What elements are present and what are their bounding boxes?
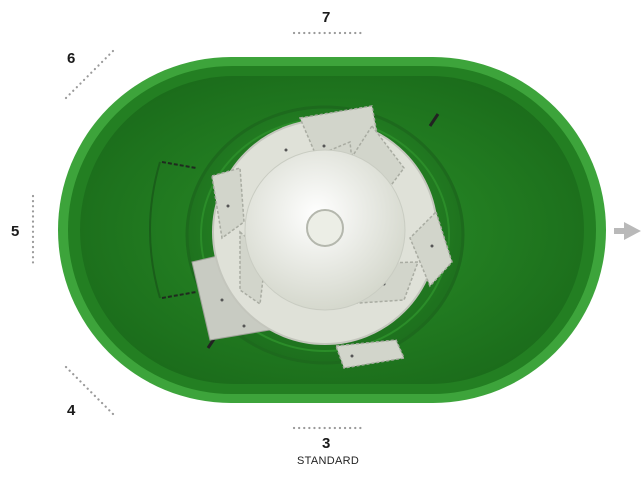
position-label-3: 3 <box>322 435 331 452</box>
position-label-5: 5 <box>11 223 20 240</box>
indicator-4 <box>64 365 117 418</box>
impeller-shaft <box>306 209 344 247</box>
position-label-6: 6 <box>67 50 76 67</box>
right-arrow-icon <box>614 222 641 240</box>
liner-panel <box>149 161 161 299</box>
blade <box>334 339 406 369</box>
blade <box>409 210 453 288</box>
blade <box>211 167 245 240</box>
position-caption-standard: STANDARD <box>297 455 360 467</box>
indicator-6 <box>64 47 117 100</box>
scraper-mark <box>428 113 440 127</box>
position-label-7: 7 <box>322 9 331 26</box>
position-label-4: 4 <box>67 402 76 419</box>
position-indicators <box>31 31 364 430</box>
